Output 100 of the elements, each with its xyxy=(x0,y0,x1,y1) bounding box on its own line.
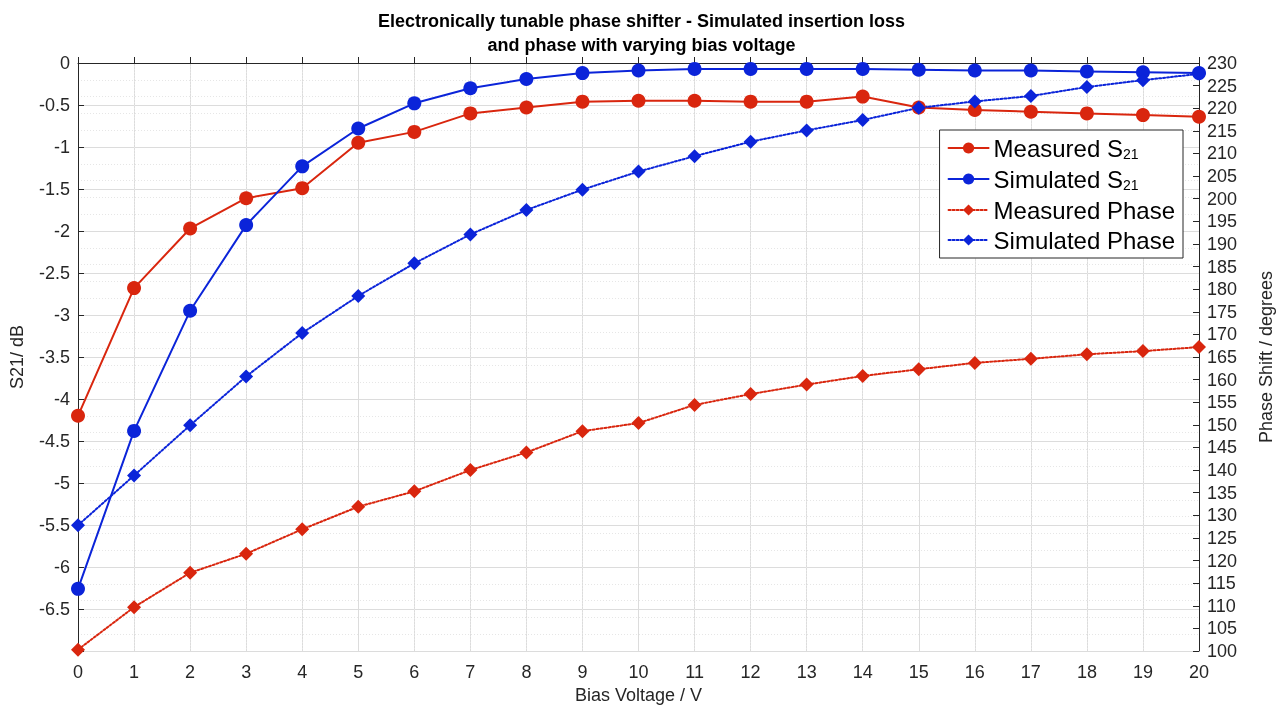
point xyxy=(295,159,310,174)
y-tick-label: -1.5 xyxy=(38,179,70,199)
point xyxy=(239,546,254,561)
point xyxy=(71,581,85,596)
point xyxy=(71,642,85,657)
point xyxy=(1023,104,1038,119)
point xyxy=(575,424,590,439)
point xyxy=(351,499,366,514)
point xyxy=(127,468,142,483)
x-tick-label: 12 xyxy=(740,662,761,682)
point xyxy=(575,182,590,197)
point xyxy=(743,94,758,109)
x-tick-label: 1 xyxy=(129,662,140,682)
point xyxy=(687,61,702,76)
y-tick-label: -3 xyxy=(53,305,70,325)
legend-label: Simulated Phase xyxy=(993,226,1176,254)
x-axis-title: Bias Voltage / V xyxy=(574,684,703,705)
y2-tick-label: 115 xyxy=(1207,573,1236,594)
point xyxy=(519,71,534,86)
point xyxy=(463,463,478,478)
point xyxy=(295,522,310,537)
point xyxy=(239,218,254,233)
x-tick-label: 2 xyxy=(185,662,196,682)
point xyxy=(407,484,422,499)
point xyxy=(575,66,590,81)
x-tick-label: 7 xyxy=(465,662,476,682)
point xyxy=(127,281,142,296)
point xyxy=(743,387,758,402)
y2-tick-label: 155 xyxy=(1207,392,1238,413)
point xyxy=(127,423,142,438)
point xyxy=(743,134,758,149)
point xyxy=(1135,108,1150,123)
point xyxy=(799,61,814,76)
point xyxy=(575,94,590,109)
point xyxy=(183,303,198,318)
point xyxy=(71,518,85,533)
point xyxy=(1023,89,1038,104)
x-tick-label: 10 xyxy=(628,662,649,682)
point xyxy=(127,600,142,615)
y2-tick-label: 125 xyxy=(1207,527,1238,548)
x-tick-label: 6 xyxy=(409,662,420,682)
y2-tick-label: 160 xyxy=(1207,369,1238,390)
y2-tick-label: 175 xyxy=(1207,301,1238,322)
y2-tick-label: 165 xyxy=(1207,347,1238,367)
x-tick-label: 15 xyxy=(908,662,929,682)
x-tick-label: 13 xyxy=(796,662,817,682)
point xyxy=(1023,63,1038,78)
point xyxy=(631,164,646,179)
x-tick-label: 20 xyxy=(1188,662,1210,682)
point xyxy=(183,221,198,236)
point xyxy=(967,94,982,109)
point xyxy=(743,61,758,76)
point xyxy=(911,362,926,377)
y-tick-label: -6.5 xyxy=(38,599,70,619)
point xyxy=(1192,340,1206,355)
x-tick-label: 16 xyxy=(964,662,985,682)
y2-tick-label: 130 xyxy=(1207,505,1238,526)
x-tick-label: 17 xyxy=(1020,662,1041,682)
point xyxy=(1135,344,1150,359)
point xyxy=(799,123,814,138)
x-tick-label: 0 xyxy=(72,662,84,682)
point xyxy=(295,326,310,341)
point xyxy=(1079,106,1094,121)
x-tick-label: 9 xyxy=(577,662,588,682)
point xyxy=(519,100,534,115)
y-tick-label: -5.5 xyxy=(38,515,70,535)
x-tick-label: 3 xyxy=(241,662,252,682)
y2-tick-label: 185 xyxy=(1207,256,1238,277)
point xyxy=(351,121,366,136)
point xyxy=(687,149,702,164)
y-tick-label: -2 xyxy=(53,221,70,241)
y2-tick-label: 100 xyxy=(1207,641,1238,661)
point xyxy=(183,565,198,580)
point xyxy=(463,106,478,121)
point xyxy=(463,227,478,242)
point xyxy=(855,369,870,383)
point xyxy=(687,93,702,108)
y2-tick-label: 180 xyxy=(1207,279,1238,300)
point xyxy=(519,445,534,460)
y2-tick-label: 140 xyxy=(1207,460,1238,481)
x-tick-label: 5 xyxy=(353,662,364,682)
y2-tick-label: 145 xyxy=(1207,437,1238,458)
x-tick-label: 8 xyxy=(521,662,532,682)
y2-tick-label: 230 xyxy=(1207,53,1238,73)
point xyxy=(967,63,982,78)
point xyxy=(1192,109,1206,124)
point xyxy=(1079,79,1094,94)
point xyxy=(519,203,534,217)
x-tick-label: 11 xyxy=(685,662,704,682)
y-tick-label: -2.5 xyxy=(38,263,70,283)
point xyxy=(631,63,646,78)
y2-tick-label: 205 xyxy=(1207,166,1238,187)
x-tick-label: 18 xyxy=(1076,662,1097,682)
point xyxy=(351,288,366,303)
y2-tick-label: 210 xyxy=(1207,143,1238,164)
point xyxy=(239,191,254,206)
y2-tick-label: 110 xyxy=(1207,595,1236,616)
legend-label: Measured Phase xyxy=(993,196,1176,224)
y2-tick-label: 170 xyxy=(1207,324,1238,345)
point xyxy=(71,408,85,423)
